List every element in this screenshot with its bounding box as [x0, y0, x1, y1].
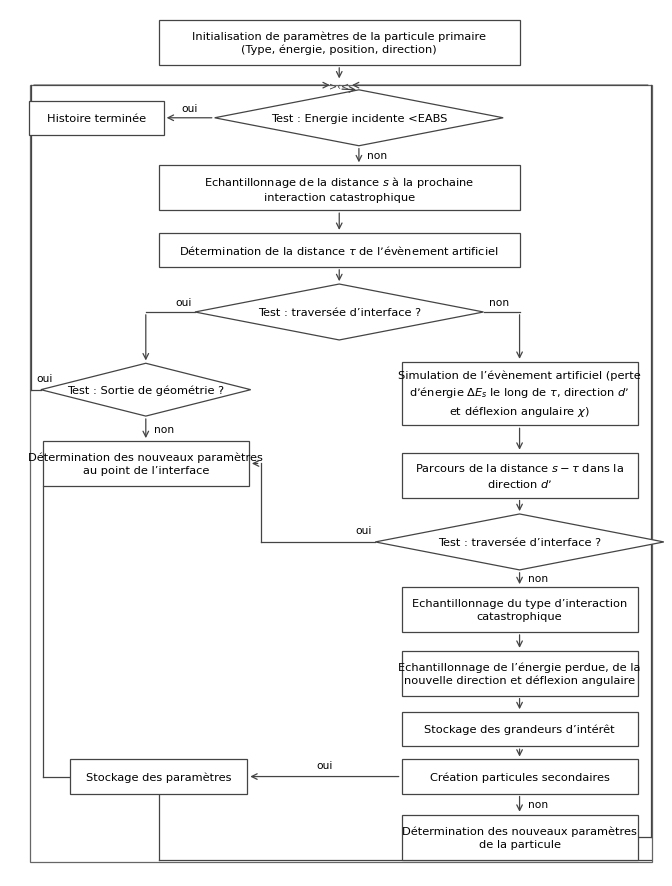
Text: Stockage des paramètres: Stockage des paramètres — [86, 772, 232, 782]
Polygon shape — [41, 364, 251, 416]
Text: Simulation de l’évènement artificiel (perte
d’énergie $\Delta E_s$ le long de $\: Simulation de l’évènement artificiel (pe… — [398, 370, 641, 418]
Text: Stockage des grandeurs d’intérêt: Stockage des grandeurs d’intérêt — [424, 724, 615, 734]
Text: oui: oui — [181, 105, 198, 114]
Text: Test : traversée d’interface ?: Test : traversée d’interface ? — [257, 307, 421, 317]
FancyBboxPatch shape — [402, 453, 638, 498]
Text: non: non — [528, 574, 548, 584]
Text: Détermination de la distance $\tau$ de l’évènement artificiel: Détermination de la distance $\tau$ de l… — [179, 244, 499, 257]
Text: Histoire terminée: Histoire terminée — [47, 113, 146, 124]
FancyBboxPatch shape — [402, 587, 638, 633]
Text: oui: oui — [36, 374, 52, 384]
FancyBboxPatch shape — [402, 651, 638, 696]
FancyBboxPatch shape — [30, 102, 164, 136]
Text: non: non — [368, 152, 388, 161]
Text: Détermination des nouveaux paramètres
au point de l’interface: Détermination des nouveaux paramètres au… — [28, 453, 263, 476]
Text: Echantillonnage du type d’interaction
catastrophique: Echantillonnage du type d’interaction ca… — [412, 598, 627, 621]
Text: non: non — [528, 799, 548, 809]
Polygon shape — [214, 90, 503, 146]
Text: Détermination des nouveaux paramètres
de la particule: Détermination des nouveaux paramètres de… — [402, 826, 637, 849]
Text: non: non — [155, 424, 175, 434]
FancyBboxPatch shape — [159, 166, 519, 211]
FancyBboxPatch shape — [402, 759, 638, 794]
Text: Initialisation de paramètres de la particule primaire
(Type, énergie, position, : Initialisation de paramètres de la parti… — [192, 31, 487, 55]
Polygon shape — [375, 515, 664, 571]
Text: Parcours de la distance $s-\tau$ dans la
direction $d$’: Parcours de la distance $s-\tau$ dans la… — [415, 462, 624, 489]
Text: Test : traversée d’interface ?: Test : traversée d’interface ? — [438, 537, 601, 548]
FancyBboxPatch shape — [402, 712, 638, 746]
FancyBboxPatch shape — [42, 441, 249, 486]
Text: oui: oui — [317, 760, 333, 770]
FancyBboxPatch shape — [402, 815, 638, 859]
FancyBboxPatch shape — [71, 759, 247, 794]
Polygon shape — [195, 284, 483, 340]
Text: oui: oui — [175, 298, 192, 307]
Text: Création particules secondaires: Création particules secondaires — [429, 772, 610, 782]
FancyBboxPatch shape — [159, 234, 519, 268]
FancyBboxPatch shape — [402, 362, 638, 426]
FancyBboxPatch shape — [159, 21, 519, 66]
Text: >‹<: >‹< — [329, 81, 349, 91]
Text: Test : Sortie de géométrie ?: Test : Sortie de géométrie ? — [67, 385, 224, 395]
Text: Test : Energie incidente <EABS: Test : Energie incidente <EABS — [271, 113, 447, 124]
Text: Echantillonnage de la distance $s$ à la prochaine
interaction catastrophique: Echantillonnage de la distance $s$ à la … — [204, 175, 474, 202]
Text: non: non — [489, 298, 509, 307]
Text: Echantillonnage de l’énergie perdue, de la
nouvelle direction et déflexion angul: Echantillonnage de l’énergie perdue, de … — [398, 662, 641, 686]
Text: oui: oui — [355, 525, 372, 536]
